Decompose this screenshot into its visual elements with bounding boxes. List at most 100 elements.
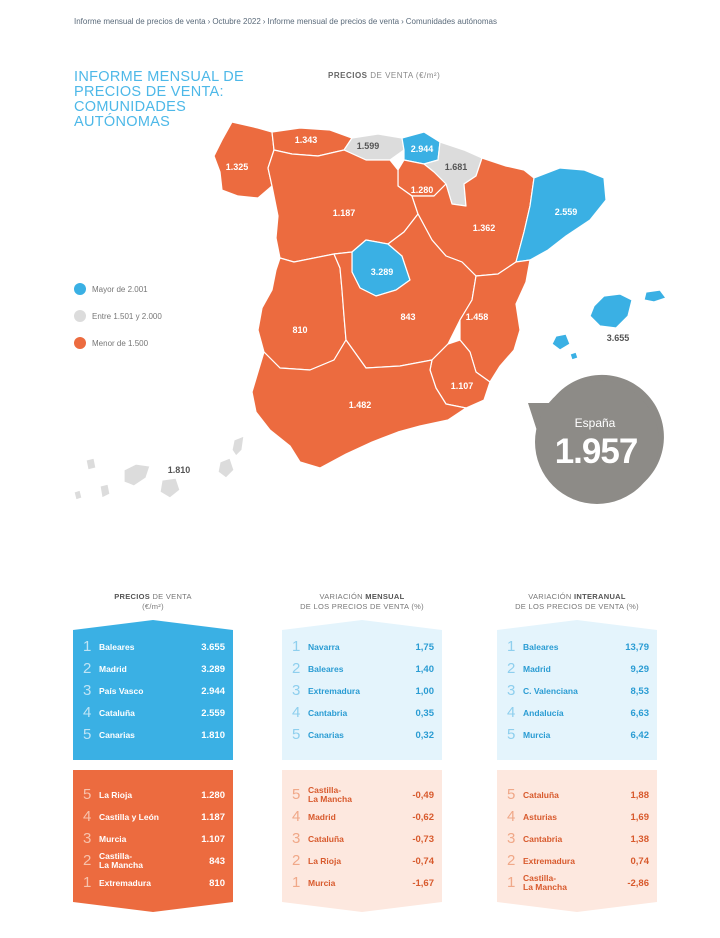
- ranking-region-name: Cantabria: [523, 833, 563, 844]
- ranking-value: 6,63: [630, 707, 650, 719]
- ranking-region-name: Navarra: [308, 641, 340, 652]
- breadcrumb-separator-icon: ›: [207, 17, 211, 26]
- badge-value: 1.957: [555, 432, 638, 471]
- legend-item-high: Mayor de 2.001: [74, 282, 162, 296]
- ranking-position: 4: [292, 808, 301, 825]
- region-galicia[interactable]: [213, 121, 275, 199]
- breadcrumb-link-month[interactable]: Octubre 2022: [212, 17, 261, 26]
- region-andalucia[interactable]: [251, 339, 467, 469]
- ranking-value: 1,75: [415, 641, 435, 653]
- ranking-region-name: Castilla y León: [99, 811, 159, 822]
- ranking-region-name: Castilla- La Mancha: [99, 851, 143, 870]
- ranking-value: -0,74: [412, 855, 434, 867]
- top-ranking-panel: 1 Baleares 3.655 2 Madrid 3.289 3 País Vasco 2.9…: [73, 620, 233, 760]
- breadcrumb-link-report-section[interactable]: Informe mensual de precios de venta: [267, 17, 400, 26]
- label-aragon: 1.362: [473, 223, 496, 233]
- ranking-row: 2 Castilla- La Mancha 843: [73, 850, 233, 872]
- column-heading: VARIACIÓN INTERANUAL DE LOS PRECIOS DE V…: [497, 592, 657, 620]
- ranking-region-name: Canarias: [99, 729, 135, 740]
- breadcrumb-link-report[interactable]: Informe mensual de precios de venta: [74, 17, 206, 26]
- badge-label: España: [575, 416, 616, 430]
- ranking-row: 1 Castilla- La Mancha -2,86: [497, 872, 657, 894]
- heading-post: DE VENTA: [150, 592, 192, 601]
- ranking-position: 4: [83, 704, 92, 721]
- ranking-position: 4: [507, 704, 516, 721]
- ranking-row: 4 Asturias 1,69: [497, 806, 657, 828]
- ranking-position: 2: [83, 660, 92, 677]
- ranking-value: -2,86: [627, 877, 649, 889]
- label-murcia: 1.107: [451, 381, 474, 391]
- ranking-value: 3.655: [201, 641, 225, 653]
- bottom-ranking-panel: 5 Castilla- La Mancha -0,49 4 Madrid -0,62 3 Cat…: [282, 770, 442, 912]
- legend-label-low: Menor de 1.500: [92, 338, 149, 348]
- label-castilla-la-mancha: 843: [400, 312, 415, 322]
- ranking-value: -0,49: [412, 789, 434, 801]
- region-canarias[interactable]: [73, 435, 245, 501]
- region-valencia[interactable]: [459, 259, 531, 383]
- heading-pre: VARIACIÓN: [528, 592, 575, 601]
- ranking-row: 4 Madrid -0,62: [282, 806, 442, 828]
- ranking-position: 3: [292, 830, 301, 847]
- label-pais-vasco: 2.944: [411, 144, 434, 154]
- ranking-region-name: Cataluña: [99, 707, 135, 718]
- label-asturias: 1.343: [295, 135, 318, 145]
- ranking-row: 2 La Rioja -0,74: [282, 850, 442, 872]
- ranking-value: 0,74: [630, 855, 649, 867]
- heading-line2: (€/m²): [142, 602, 164, 611]
- ranking-row: 5 La Rioja 1.280: [73, 784, 233, 806]
- ranking-row: 3 Extremadura 1,00: [282, 680, 442, 702]
- ranking-region-name: La Rioja: [308, 855, 342, 866]
- ranking-position: 1: [292, 638, 301, 655]
- ranking-row: 3 Murcia 1.107: [73, 828, 233, 850]
- map-heading-rest: DE VENTA (€/m²): [367, 71, 441, 80]
- ranking-region-name: Murcia: [523, 729, 551, 740]
- ranking-value: 0,32: [415, 729, 435, 741]
- label-castilla-leon: 1.187: [333, 208, 356, 218]
- map-heading-bold: PRECIOS: [328, 71, 368, 80]
- bottom-ranking-panel: 5 Cataluña 1,88 4 Asturias 1,69 3 Cantabria 1,38…: [497, 770, 657, 912]
- label-cataluna: 2.559: [555, 207, 578, 217]
- label-andalucia: 1.482: [349, 400, 372, 410]
- breadcrumb: Informe mensual de precios de venta › Octu…: [74, 17, 497, 26]
- ranking-value: 3.289: [201, 663, 225, 675]
- label-valencia: 1.458: [466, 312, 489, 322]
- ranking-position: 5: [83, 726, 92, 743]
- ranking-value: 9,29: [630, 663, 650, 675]
- region-extremadura[interactable]: [257, 253, 347, 371]
- ranking-row: 1 Extremadura 810: [73, 872, 233, 894]
- ranking-value: -1,67: [412, 877, 434, 889]
- label-extremadura: 810: [292, 325, 307, 335]
- legend-label-mid: Entre 1.501 y 2.000: [92, 311, 162, 321]
- ranking-value: 1.107: [201, 833, 225, 845]
- ranking-value: 2.944: [201, 685, 225, 697]
- legend-label-high: Mayor de 2.001: [92, 284, 148, 294]
- top-ranking-panel: 1 Baleares 13,79 2 Madrid 9,29 3 C. Valenciana 8…: [497, 620, 657, 760]
- ranking-region-name: Baleares: [99, 641, 135, 652]
- ranking-position: 1: [507, 638, 516, 655]
- spain-average-badge: España 1.957: [528, 374, 664, 504]
- column-heading: VARIACIÓN MENSUAL DE LOS PRECIOS DE VENT…: [282, 592, 442, 620]
- region-baleares[interactable]: [551, 289, 667, 361]
- heading-bold: PRECIOS: [114, 592, 151, 601]
- ranking-position: 2: [507, 660, 516, 677]
- ranking-position: 2: [507, 852, 516, 869]
- ranking-value: 810: [209, 877, 225, 889]
- ranking-region-name: Extremadura: [99, 877, 151, 888]
- label-navarra: 1.681: [445, 162, 468, 172]
- ranking-value: 2.559: [201, 707, 225, 719]
- ranking-position: 1: [292, 874, 301, 891]
- ranking-value: 1,88: [630, 789, 649, 801]
- legend-item-low: Menor de 1.500: [74, 336, 162, 350]
- ranking-region-name: Canarias: [308, 729, 344, 740]
- label-galicia: 1.325: [226, 162, 249, 172]
- ranking-position: 1: [83, 638, 92, 655]
- ranking-region-name: Madrid: [99, 663, 127, 674]
- ranking-position: 5: [507, 786, 516, 803]
- label-canarias: 1.810: [168, 465, 191, 475]
- ranking-region-name: Madrid: [308, 811, 336, 822]
- label-baleares: 3.655: [607, 333, 630, 343]
- ranking-region-name: Murcia: [99, 833, 127, 844]
- region-cataluna[interactable]: [515, 167, 607, 263]
- ranking-region-name: Murcia: [308, 877, 336, 888]
- heading-bold: INTERANUAL: [574, 592, 626, 601]
